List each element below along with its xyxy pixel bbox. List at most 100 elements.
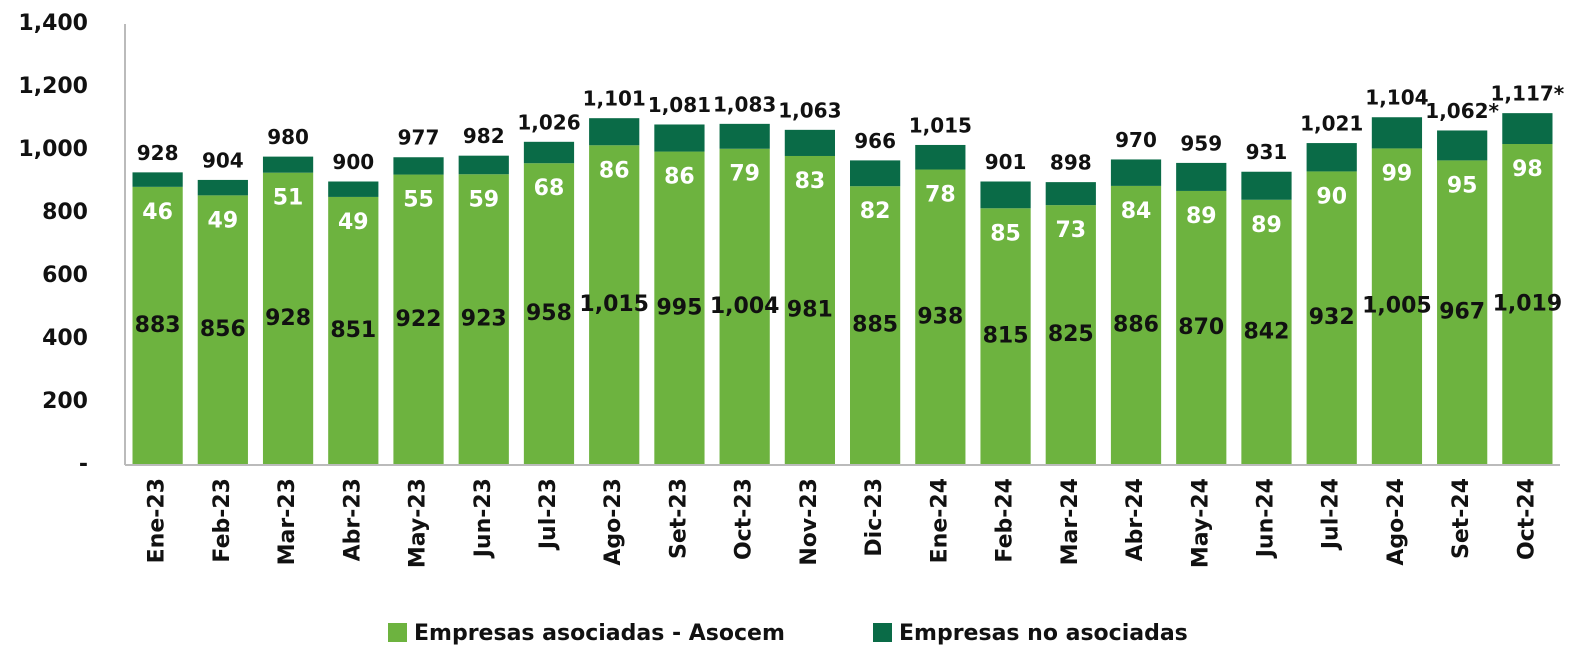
value-label: 1,005 (1362, 294, 1432, 319)
x-tick-label: Dic-23 (862, 478, 887, 557)
value-label: 98 (1512, 157, 1543, 182)
x-tick-label: Abr-23 (340, 478, 365, 561)
value-label: 870 (1178, 315, 1224, 340)
total-label: 1,062* (1425, 99, 1499, 123)
bar-segment (262, 172, 314, 465)
x-tick-label: Set-24 (1449, 478, 1474, 559)
bar-segment (1176, 190, 1227, 465)
total-label: 1,104 (1365, 86, 1428, 110)
x-tick-label: Ago-23 (601, 478, 626, 566)
value-label: 99 (1382, 161, 1413, 186)
bar-segment (654, 124, 705, 152)
value-label: 49 (208, 208, 239, 233)
value-label: 83 (795, 169, 826, 194)
bar-segment (1176, 162, 1227, 191)
value-label: 90 (1316, 184, 1347, 209)
bar-segment (328, 196, 379, 465)
y-tick-label: 1,200 (18, 74, 88, 99)
total-label: 1,021 (1300, 112, 1363, 136)
value-label: 55 (403, 188, 434, 213)
total-label: 1,015 (909, 113, 972, 137)
bar-segment (1371, 117, 1423, 149)
legend-swatch (388, 623, 407, 642)
x-tick-label: Mar-24 (1058, 478, 1083, 565)
value-label: 78 (925, 183, 956, 208)
x-tick-label: Ene-24 (927, 478, 952, 563)
value-label: 928 (265, 306, 311, 331)
value-label: 815 (983, 324, 1029, 349)
total-label: 1,083 (713, 92, 776, 116)
bar-segment (523, 141, 575, 164)
bar-segment (523, 163, 575, 466)
total-label: 1,117* (1491, 82, 1565, 106)
value-label: 958 (526, 301, 572, 326)
x-tick-label: Jun-23 (471, 478, 496, 559)
value-label: 84 (1121, 199, 1152, 224)
bar-segment (1371, 148, 1423, 466)
bar-segment (1241, 171, 1292, 200)
bar-segment (1110, 159, 1162, 186)
bar-segment (458, 174, 509, 465)
y-tick-label: 200 (42, 389, 88, 414)
value-label: 51 (273, 186, 304, 211)
bar-segment (915, 144, 966, 170)
x-tick-label: Jul-23 (536, 478, 561, 551)
total-label: 1,081 (648, 93, 711, 117)
x-tick-label: Feb-24 (993, 478, 1018, 563)
value-label: 923 (461, 307, 507, 332)
value-label: 89 (1186, 204, 1217, 229)
bar-segment (589, 145, 640, 465)
value-label: 68 (534, 176, 565, 201)
x-tick-label: Nov-23 (797, 478, 822, 566)
bar-segment (654, 151, 705, 465)
x-tick-label: Mar-23 (275, 478, 300, 565)
value-label: 46 (142, 200, 173, 225)
bar-segment (850, 186, 901, 465)
value-label: 885 (852, 313, 898, 338)
bar-segment (784, 129, 835, 156)
bar-segment (980, 208, 1031, 465)
bar-segment (197, 195, 248, 466)
x-tick-label: Ago-24 (1384, 478, 1409, 566)
value-label: 95 (1447, 173, 1478, 198)
legend-label: Empresas no asociadas (899, 621, 1188, 646)
bar-segment (1241, 199, 1292, 465)
value-label: 886 (1113, 312, 1159, 337)
value-label: 981 (787, 297, 833, 322)
bar-segment (328, 181, 379, 197)
bar-segment (1502, 144, 1553, 465)
bar-segment (132, 172, 183, 187)
bar-segment (1502, 113, 1553, 145)
total-label: 901 (985, 150, 1027, 174)
y-tick-label: 1,400 (18, 11, 88, 36)
bar-segment (1306, 143, 1357, 172)
x-tick-label: Jul-24 (1319, 478, 1344, 551)
total-label: 928 (137, 141, 179, 165)
value-label: 1,019 (1493, 292, 1563, 317)
total-label: 1,063 (778, 98, 841, 122)
y-tick-label: 1,000 (18, 137, 88, 162)
value-label: 82 (860, 199, 891, 224)
value-label: 995 (656, 295, 702, 320)
value-label: 842 (1244, 319, 1290, 344)
y-tick-label: 800 (42, 200, 88, 225)
x-tick-label: Jun-24 (1253, 478, 1278, 559)
value-label: 79 (729, 162, 760, 187)
bar-segment (1437, 130, 1488, 161)
x-tick-label: Oct-24 (1514, 478, 1539, 560)
legend-label: Empresas asociadas - Asocem (414, 621, 785, 646)
total-label: 966 (854, 129, 896, 153)
x-tick-label: May-23 (406, 478, 431, 568)
x-tick-label: Feb-23 (210, 478, 235, 563)
value-label: 825 (1048, 322, 1094, 347)
total-label: 931 (1246, 140, 1288, 164)
total-label: 1,026 (517, 110, 580, 134)
bar-segment (197, 179, 248, 196)
bar-segment (1110, 185, 1162, 465)
y-tick-label: 400 (42, 326, 88, 351)
value-label: 59 (468, 187, 499, 212)
bar-segment (262, 156, 314, 173)
bar-segment (1045, 182, 1096, 206)
value-label: 856 (200, 317, 246, 342)
value-label: 85 (990, 221, 1021, 246)
